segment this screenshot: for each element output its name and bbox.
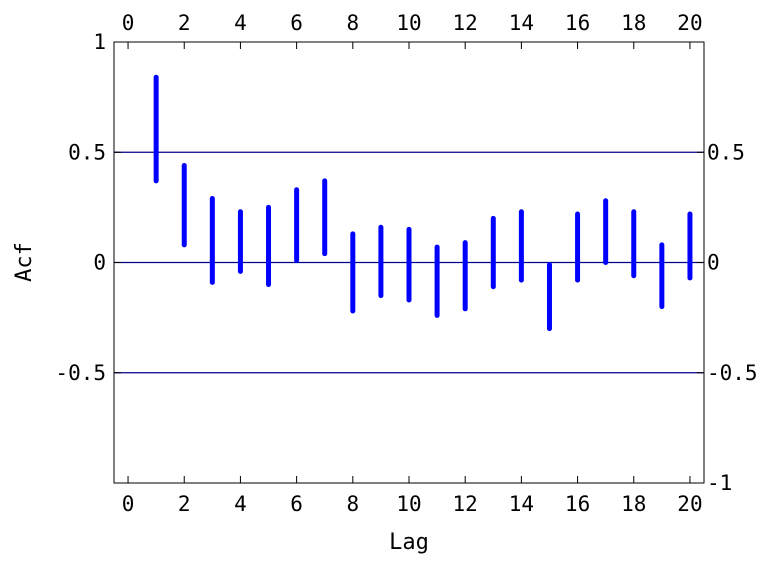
x-tick-label-top: 18 [621, 11, 646, 35]
x-axis-title: Lag [389, 530, 429, 555]
x-tick-label-top: 6 [290, 11, 303, 35]
y-tick-label-left: 0 [93, 251, 106, 275]
y-tick-label-left: 0.5 [68, 140, 106, 164]
x-tick-label-bottom: 0 [122, 492, 135, 516]
y-tick-label-right: -1 [707, 471, 732, 495]
x-tick-label-top: 16 [565, 11, 590, 35]
x-tick-label-top: 14 [509, 11, 534, 35]
y-tick-label-left: -0.5 [55, 361, 106, 385]
x-tick-label-top: 8 [346, 11, 359, 35]
acf-intervals [153, 74, 693, 332]
x-tick-label-top: 4 [234, 11, 247, 35]
y-axis-title: Acf [12, 242, 37, 282]
x-tick-label-bottom: 18 [621, 492, 646, 516]
x-tick-label-top: 12 [453, 11, 478, 35]
y-tick-label-right: 0.5 [707, 140, 745, 164]
x-tick-label-bottom: 16 [565, 492, 590, 516]
x-tick-label-bottom: 12 [453, 492, 478, 516]
y-tick-label-right: 0 [707, 251, 720, 275]
y-tick-label-right: -0.5 [707, 361, 758, 385]
tick-marks [114, 41, 704, 484]
x-tick-label-top: 2 [178, 11, 191, 35]
x-tick-label-top: 10 [396, 11, 421, 35]
y-tick-label-left: 1 [93, 30, 106, 54]
x-tick-label-bottom: 14 [509, 492, 534, 516]
x-tick-label-top: 0 [122, 11, 135, 35]
x-tick-label-bottom: 2 [178, 492, 191, 516]
x-tick-label-bottom: 10 [396, 492, 421, 516]
tick-labels: 0 0 2 2 4 4 6 6 8 8 10 10 12 12 14 14 16 16 18 18 20 20 1 0.5 0 -… [55, 11, 757, 516]
x-tick-label-bottom: 4 [234, 492, 247, 516]
x-tick-label-bottom: 8 [346, 492, 359, 516]
x-tick-label-bottom: 6 [290, 492, 303, 516]
x-tick-label-bottom: 20 [677, 492, 702, 516]
x-tick-label-top: 20 [677, 11, 702, 35]
